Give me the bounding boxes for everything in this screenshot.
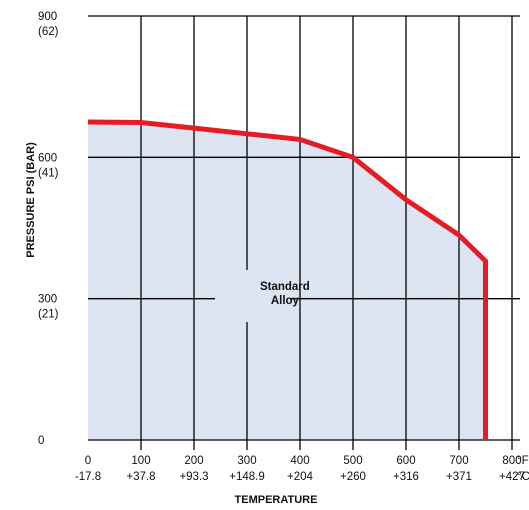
y-axis-title: PRESSURE PSI (BAR) bbox=[25, 142, 37, 258]
y-tick-label: 900 bbox=[38, 11, 57, 23]
x-tick-sublabel: +37.8 bbox=[126, 471, 155, 483]
x-tick-label: 200 bbox=[184, 455, 203, 467]
x-tick-label: 0 bbox=[85, 455, 91, 467]
annotation-text: Standard bbox=[260, 281, 310, 293]
x-tick-sublabel: +260 bbox=[340, 471, 366, 483]
y-tick-sublabel: (62) bbox=[38, 26, 59, 38]
x-tick-sublabel: +93.3 bbox=[179, 471, 208, 483]
x-tick-label: 300 bbox=[237, 455, 256, 467]
x-tick-sublabel: +204 bbox=[287, 471, 314, 483]
y-tick-label: 600 bbox=[38, 152, 57, 164]
x-axis-title: TEMPERATURE bbox=[235, 494, 318, 506]
x-tick-label: 400 bbox=[290, 455, 309, 467]
x-tick-label: 700 bbox=[449, 455, 468, 467]
x-unit-celsius: °C bbox=[517, 471, 529, 483]
x-tick-label: 500 bbox=[343, 455, 362, 467]
x-tick-label: 600 bbox=[396, 455, 415, 467]
x-unit-fahrenheit: °F bbox=[517, 455, 529, 467]
x-tick-sublabel: +371 bbox=[446, 471, 472, 483]
x-tick-label: 100 bbox=[131, 455, 150, 467]
y-tick-label: 300 bbox=[38, 294, 57, 306]
y-tick-sublabel: (21) bbox=[38, 309, 59, 321]
y-tick-label: 0 bbox=[38, 435, 44, 447]
x-tick-sublabel: +148.9 bbox=[229, 471, 265, 483]
x-tick-sublabel: +316 bbox=[393, 471, 419, 483]
x-tick-sublabel: -17.8 bbox=[75, 471, 101, 483]
annotation-text: Alloy bbox=[271, 295, 300, 307]
y-tick-sublabel: (41) bbox=[38, 167, 59, 179]
